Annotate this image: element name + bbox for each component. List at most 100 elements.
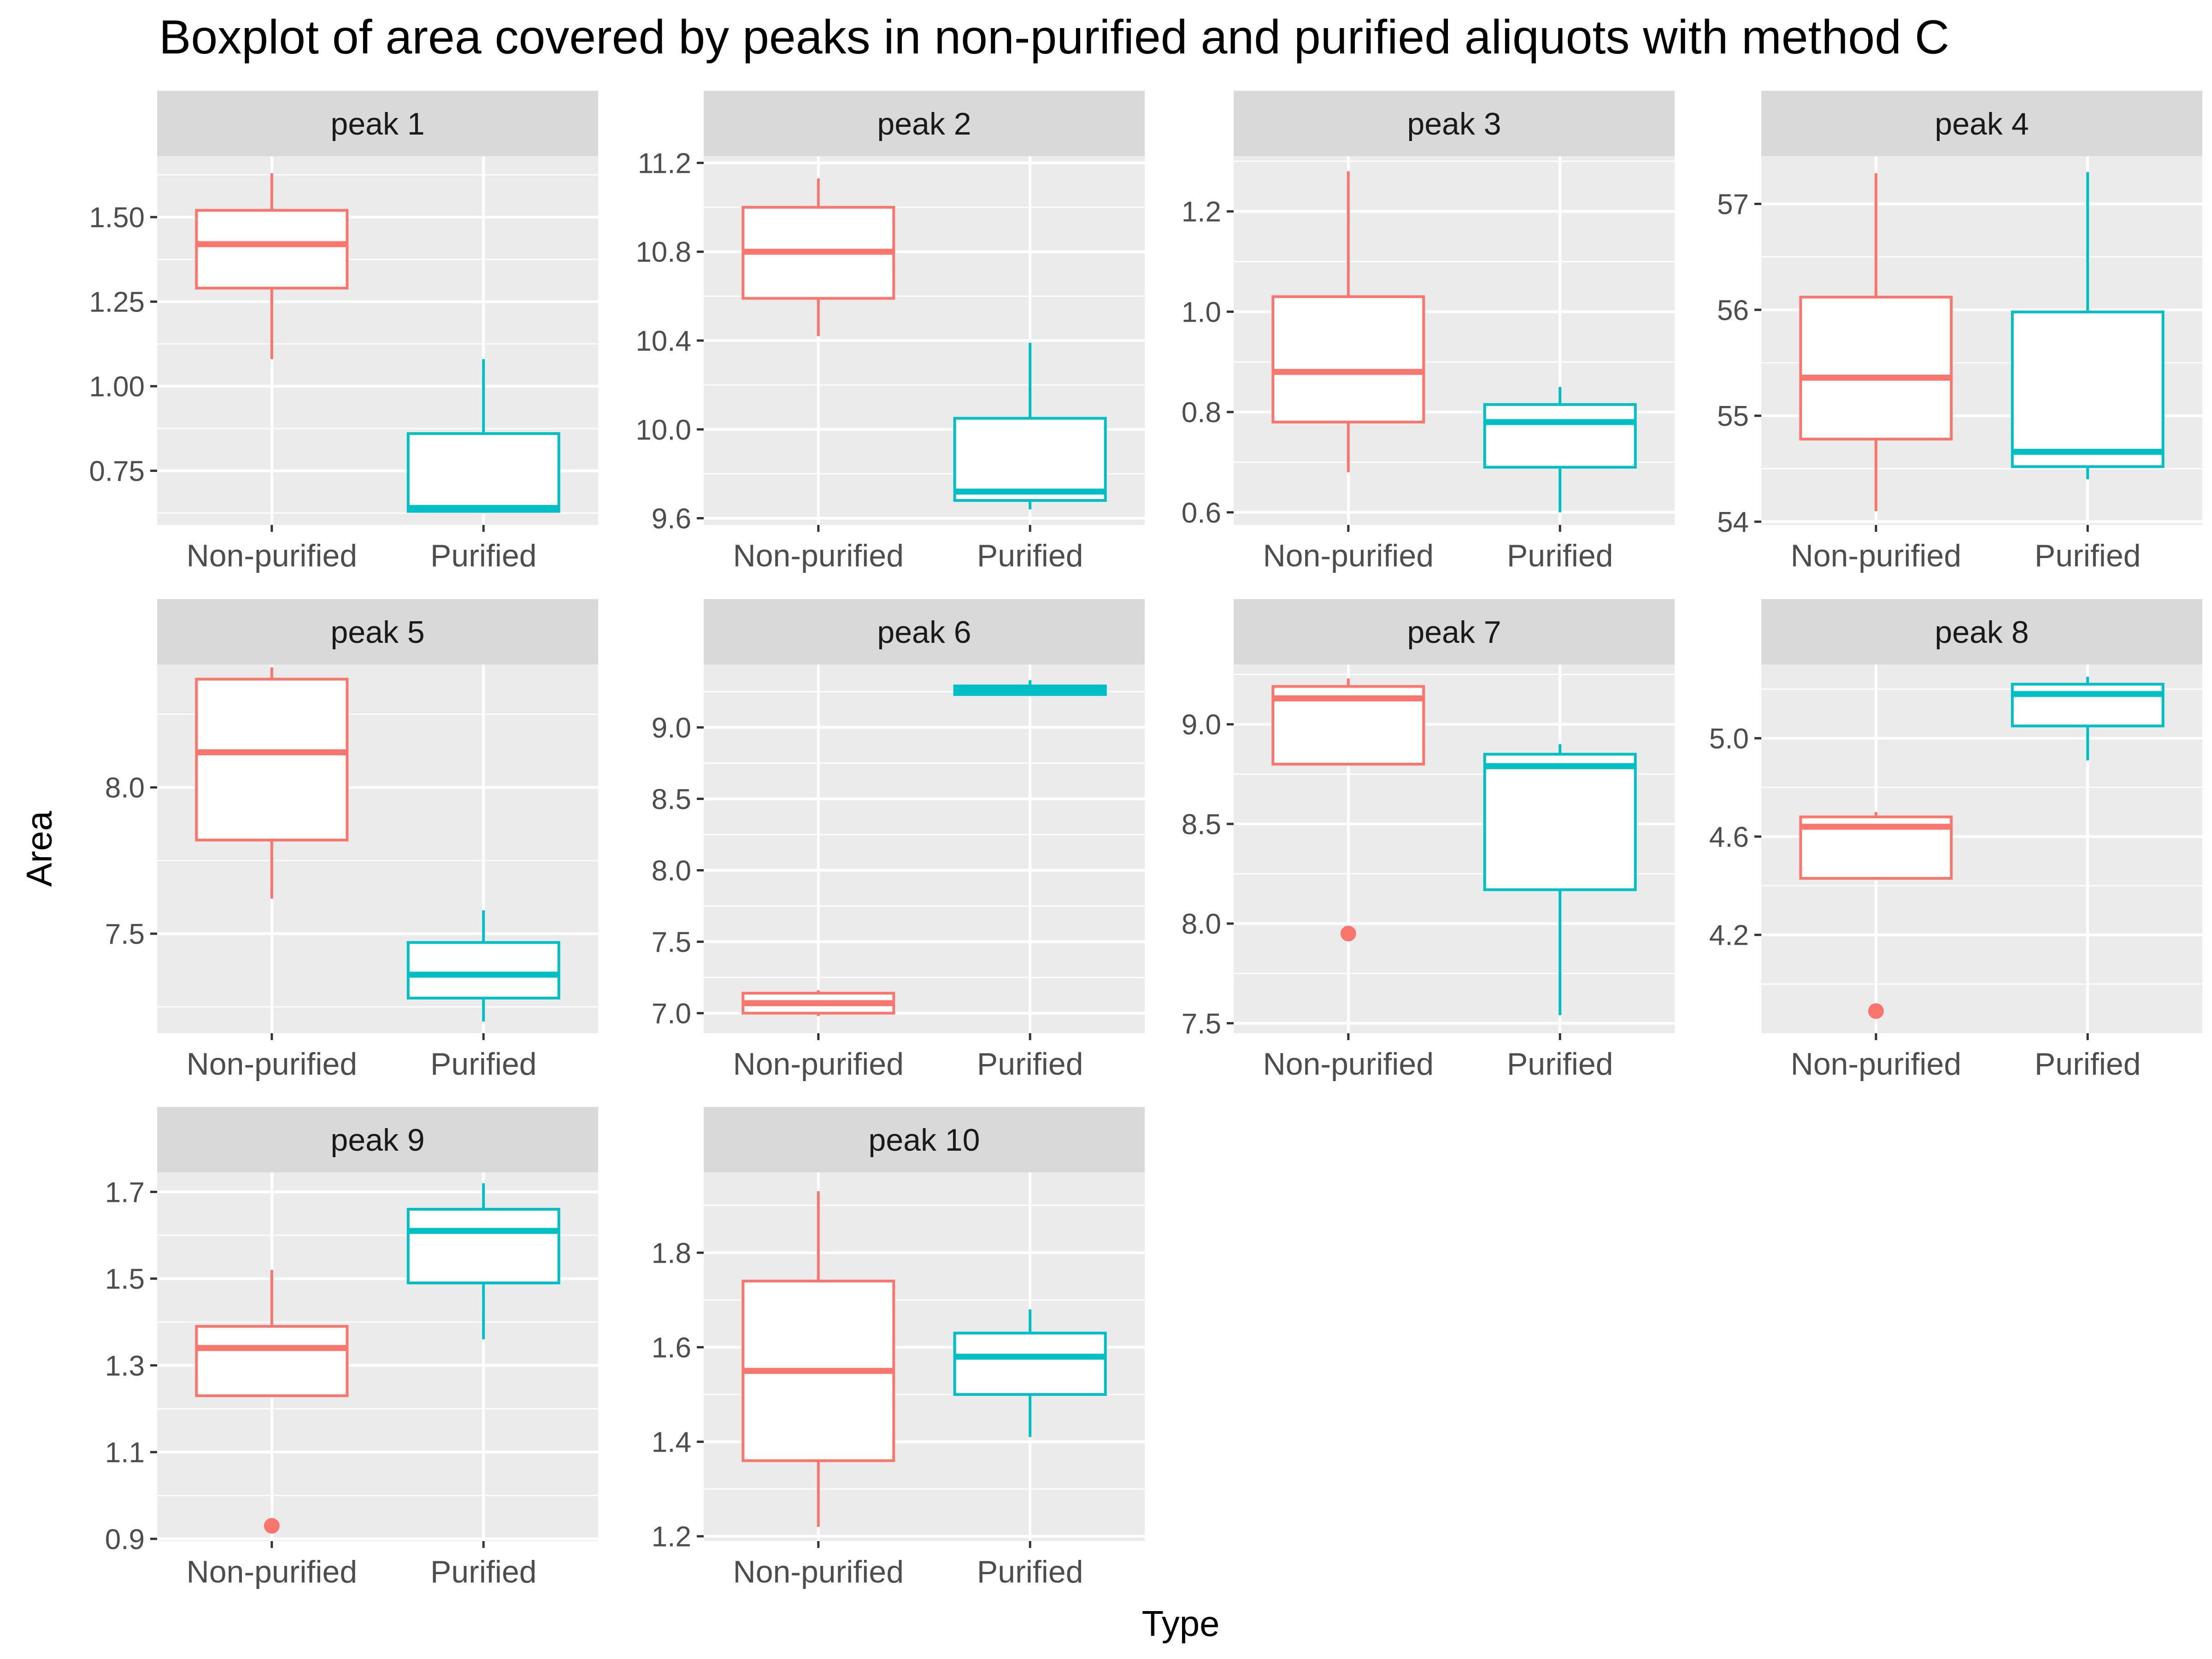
box-purified	[1483, 387, 1637, 512]
box-body	[195, 209, 349, 290]
box-non-purified	[1799, 812, 1953, 1019]
y-tick-label: 1.2	[1182, 196, 1221, 228]
y-tick-label: 1.0	[1182, 296, 1221, 328]
x-tick-label: Purified	[977, 1554, 1083, 1589]
y-tick-label: 0.6	[1182, 497, 1221, 529]
y-tick-label: 0.8	[1182, 397, 1221, 429]
strip-peak-7	[1234, 599, 1675, 665]
x-tick-label: Non-purified	[1263, 538, 1434, 573]
x-tick-label: Non-purified	[1791, 538, 1961, 573]
y-tick-label: 10.8	[635, 236, 691, 268]
box-body	[2011, 310, 2165, 468]
panel-peak-6: peak 6 7.0 7.5 8.0 8.5 9.0 Non-purified Purifie…	[652, 599, 1145, 1082]
y-tick-label: 1.25	[89, 287, 145, 318]
y-tick-label: 7.5	[1182, 1008, 1221, 1040]
y-tick-label: 10.4	[635, 325, 691, 357]
panel-peak-2: peak 2 9.6 10.0 10.4 10.8 11.2 Non-purified Pur…	[635, 91, 1145, 573]
y-tick-label: 8.0	[1182, 908, 1221, 940]
box-non-purified	[741, 178, 895, 336]
y-tick-label: 9.0	[1182, 709, 1221, 741]
panel-peak-4: peak 4 54 55 56 57 Non-purified Purified	[1717, 91, 2202, 573]
strip-peak-5	[157, 599, 598, 665]
strip-peak-4	[1761, 91, 2202, 156]
box-non-purified	[1799, 173, 1953, 512]
strip-peak-9	[157, 1107, 598, 1172]
y-tick-label: 8.5	[652, 783, 691, 815]
x-tick-label: Non-purified	[1791, 1047, 1961, 1082]
y-tick-label: 1.4	[652, 1427, 691, 1459]
box-body	[406, 432, 560, 513]
strip-label: peak 9	[330, 1123, 424, 1158]
y-tick-label: 4.6	[1709, 821, 1749, 853]
x-tick-label: Purified	[2035, 538, 2141, 573]
y-tick-label: 7.5	[652, 927, 691, 959]
y-tick-label: 1.5	[105, 1264, 145, 1295]
y-tick-label: 1.3	[105, 1350, 145, 1382]
y-tick-label: 54	[1717, 506, 1749, 538]
strip-peak-2	[704, 91, 1145, 156]
x-tick-label: Purified	[2035, 1047, 2141, 1082]
box-body	[953, 417, 1107, 502]
x-tick-label: Purified	[430, 1554, 537, 1589]
y-tick-label: 0.75	[89, 456, 145, 488]
x-tick-label: Non-purified	[733, 1047, 904, 1082]
panel-peak-3: peak 3 0.6 0.8 1.0 1.2 Non-purified Purified	[1182, 91, 1675, 573]
y-tick-label: 55	[1717, 400, 1749, 432]
y-tick-label: 5.0	[1709, 723, 1749, 755]
x-axis-label: Type	[1141, 1603, 1220, 1644]
x-tick-label: Purified	[1507, 538, 1613, 573]
x-tick-label: Non-purified	[187, 1047, 357, 1082]
box-non-purified	[741, 1191, 895, 1527]
panel-peak-7: peak 7 7.5 8.0 8.5 9.0 Non-purified Purified	[1182, 599, 1675, 1082]
strip-peak-10	[704, 1107, 1145, 1172]
box-non-purified	[195, 667, 349, 899]
outlier-point	[1340, 925, 1356, 941]
y-tick-label: 7.0	[652, 998, 691, 1030]
panel-peak-5: peak 5 7.5 8.0 Non-purified Purified	[105, 599, 598, 1082]
box-non-purified	[741, 990, 895, 1016]
y-tick-label: 1.6	[652, 1332, 691, 1364]
strip-peak-6	[704, 599, 1145, 665]
outlier-point	[264, 1518, 280, 1534]
box-non-purified	[195, 173, 349, 359]
box-body	[1483, 403, 1637, 469]
box-body	[2011, 682, 2165, 728]
y-tick-label: 1.1	[105, 1437, 145, 1469]
strip-label: peak 8	[1935, 615, 2029, 650]
box-purified	[406, 359, 560, 513]
x-tick-label: Purified	[430, 538, 537, 573]
box-body	[1271, 295, 1425, 424]
box-purified	[2011, 172, 2165, 480]
y-tick-label: 1.2	[652, 1521, 691, 1553]
x-tick-label: Non-purified	[187, 538, 357, 573]
panel-peak-8: peak 8 4.2 4.6 5.0 Non-purified Purified	[1709, 599, 2202, 1082]
plot-area	[704, 665, 1145, 1033]
panel-peak-10: peak 10 1.2 1.4 1.6 1.8 Non-purified Purified	[652, 1107, 1145, 1589]
strip-label: peak 5	[330, 615, 424, 650]
y-tick-label: 10.0	[635, 414, 691, 446]
y-tick-label: 0.9	[105, 1524, 145, 1555]
box-body	[1799, 295, 1953, 441]
x-tick-label: Non-purified	[733, 538, 904, 573]
strip-label: peak 3	[1407, 106, 1501, 141]
y-tick-label: 1.7	[105, 1177, 145, 1208]
box-non-purified	[1271, 171, 1425, 472]
x-tick-label: Non-purified	[733, 1554, 904, 1589]
y-tick-label: 8.5	[1182, 809, 1221, 841]
box-non-purified	[1271, 678, 1425, 941]
y-tick-label: 7.5	[105, 918, 145, 950]
box-body	[195, 1325, 349, 1397]
panel-peak-9: peak 9 0.9 1.1 1.3 1.5 1.7 Non-purified Purifie…	[105, 1107, 598, 1589]
x-tick-label: Purified	[977, 1047, 1083, 1082]
box-body	[195, 677, 349, 841]
y-tick-label: 1.50	[89, 202, 145, 234]
y-tick-label: 1.00	[89, 371, 145, 403]
box-body	[406, 1208, 560, 1284]
strip-peak-3	[1234, 91, 1675, 156]
chart-title: Boxplot of area covered by peaks in non-…	[159, 11, 1949, 64]
x-tick-label: Non-purified	[187, 1554, 357, 1589]
strip-label: peak 2	[877, 106, 971, 141]
strip-label: peak 1	[330, 106, 424, 141]
y-tick-label: 57	[1717, 188, 1749, 220]
